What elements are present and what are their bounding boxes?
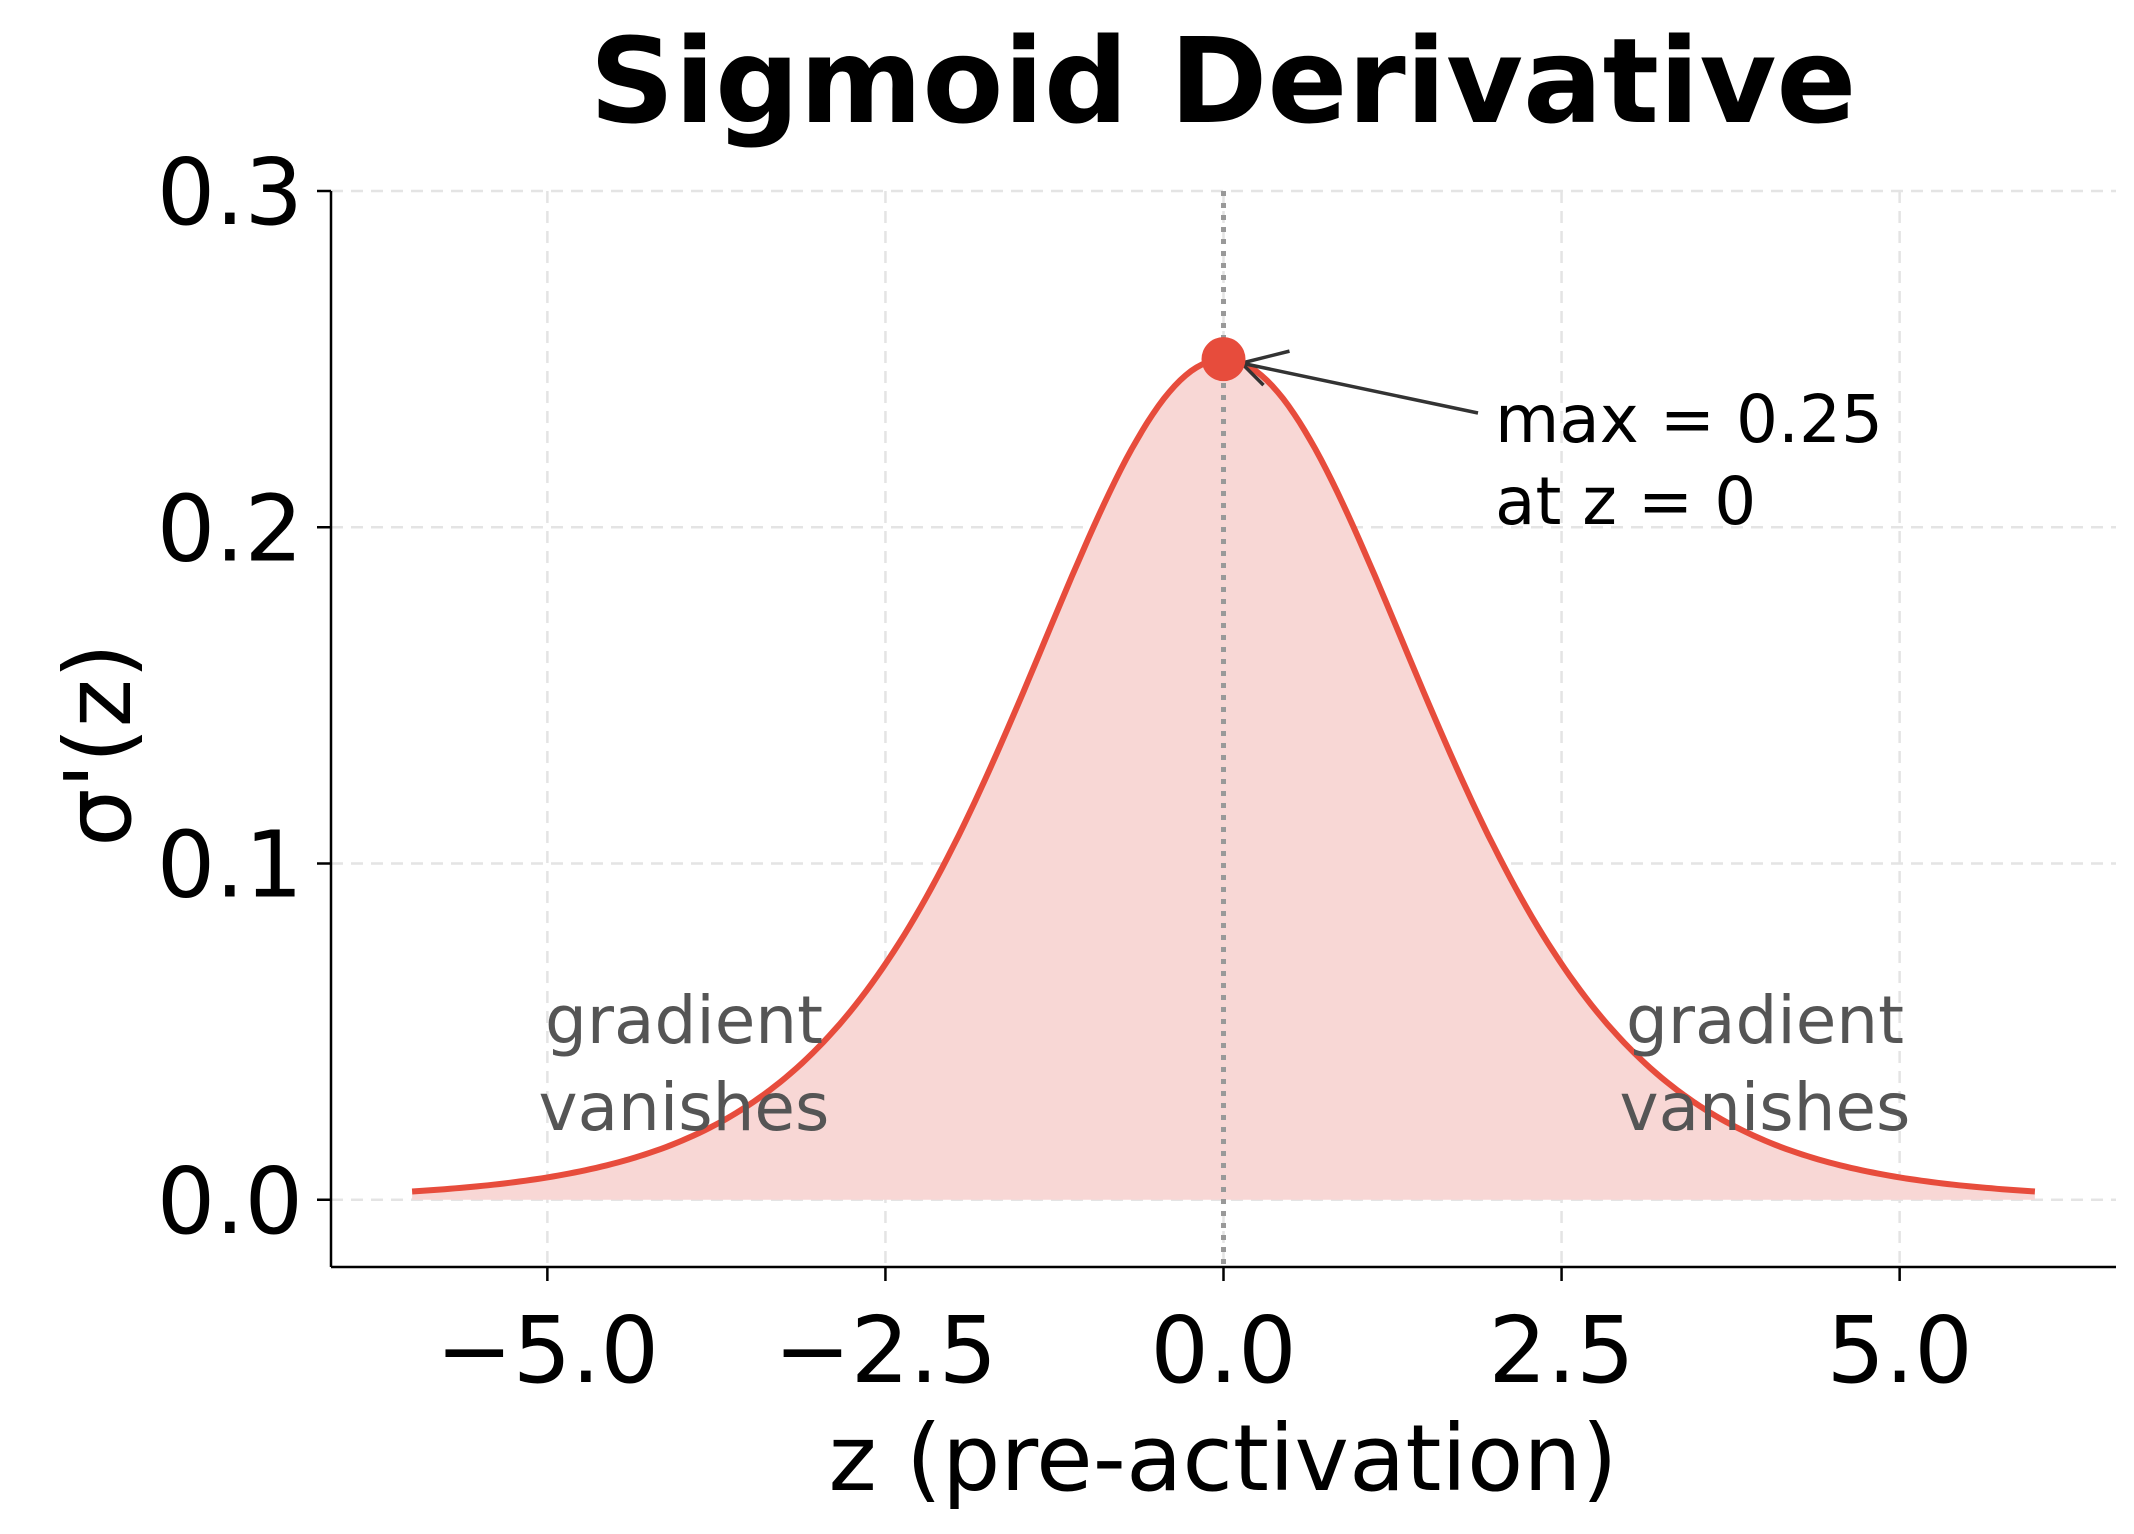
x-tick-label: 2.5 bbox=[1488, 1297, 1634, 1404]
max-annotation-line1: max = 0.25 bbox=[1495, 381, 1883, 458]
annotation-arrow bbox=[1241, 361, 1479, 415]
y-tick-label: 0.1 bbox=[157, 812, 303, 919]
max-annotation-line2: at z = 0 bbox=[1495, 463, 1756, 540]
x-tick-label: −5.0 bbox=[436, 1297, 659, 1404]
max-point-marker bbox=[1201, 337, 1246, 382]
left-region-label-line2: vanishes bbox=[539, 1069, 830, 1146]
x-tick-label: 5.0 bbox=[1826, 1297, 1972, 1404]
left-region-label-line1: gradient bbox=[545, 982, 823, 1059]
right-region-label-line1: gradient bbox=[1626, 982, 1904, 1059]
y-tick-label: 0.0 bbox=[157, 1148, 303, 1255]
y-tick-label: 0.3 bbox=[157, 139, 303, 246]
chart-title: Sigmoid Derivative bbox=[590, 12, 1857, 150]
right-region-label-line2: vanishes bbox=[1620, 1069, 1911, 1146]
x-tick-label: 0.0 bbox=[1150, 1297, 1296, 1404]
y-tick-label: 0.2 bbox=[157, 475, 303, 582]
x-axis-label: z (pre-activation) bbox=[829, 1405, 1618, 1512]
ticks: −5.0 −2.5 0.0 2.5 5.0 0.0 0.1 0.2 0.3 bbox=[157, 139, 1973, 1404]
x-tick-label: −2.5 bbox=[774, 1297, 997, 1404]
y-axis-label: σ'(z) bbox=[45, 643, 152, 847]
